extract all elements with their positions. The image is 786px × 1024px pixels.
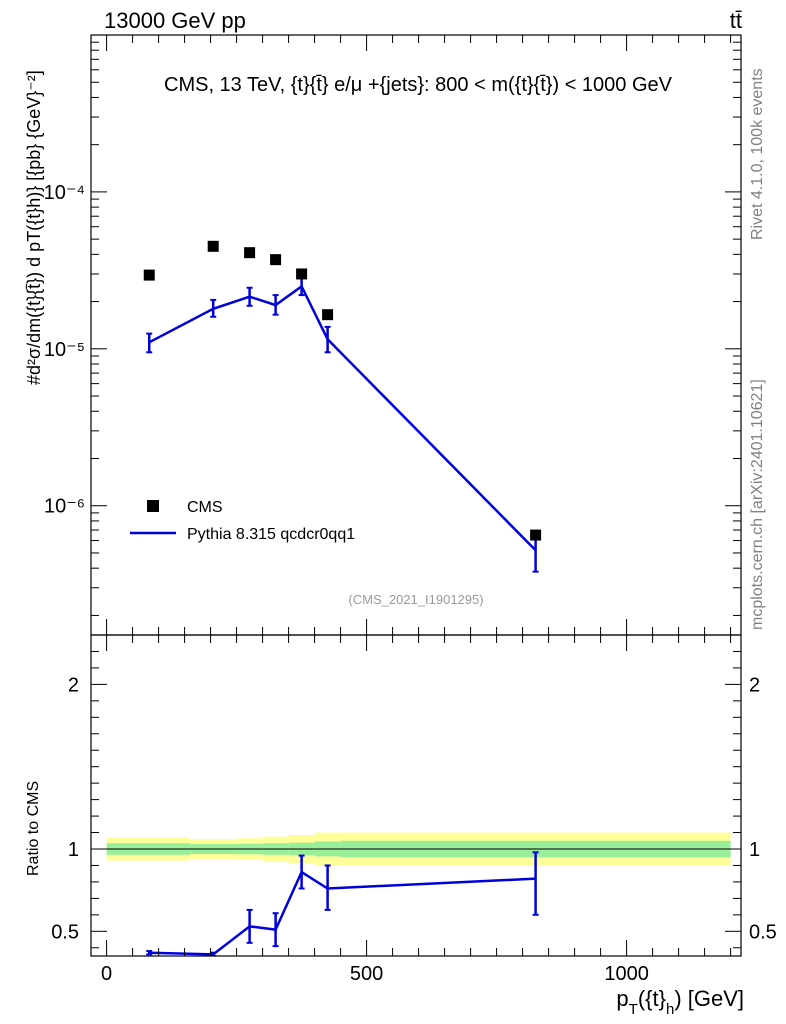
main-series-cms <box>143 240 542 541</box>
main-y-tick-label: 10⁻⁶ <box>44 496 85 518</box>
cms-data-point <box>322 309 334 321</box>
ratio-y-tick-label-left: 2 <box>68 674 79 696</box>
ratio-y-tick-label-left: 0.5 <box>51 921 79 943</box>
cms-data-point <box>296 268 308 280</box>
main-panel: 10⁻⁶ 10⁻⁵ 10⁻⁴ CMS, 13 TeV, {t}{t̄} e/μ +{… <box>24 34 742 636</box>
legend-label-cms: CMS <box>187 499 223 516</box>
ratio-y-tick-label-right: 2 <box>749 674 760 696</box>
mcplots-label: mcplots.cern.ch [arXiv:2401.10621] <box>749 379 766 630</box>
process-label: tt̄ <box>730 8 742 33</box>
analysis-id: (CMS_2021_I1901295) <box>348 592 483 607</box>
cms-data-point <box>270 254 282 266</box>
ratio-axis-ticks <box>91 634 741 956</box>
x-tick-label: 1000 <box>604 963 649 985</box>
cms-data-point <box>143 269 155 281</box>
ratio-y-axis-label: Ratio to CMS <box>25 781 42 876</box>
x-axis-label: pT({t}h) [GeV] <box>616 986 744 1018</box>
ratio-y-tick-label-right: 0.5 <box>749 921 777 943</box>
main-axis-ticks <box>91 34 741 635</box>
ratio-y-tick-label-left: 1 <box>68 839 79 861</box>
ratio-line <box>149 870 536 956</box>
main-title: CMS, 13 TeV, {t}{t̄} e/μ +{jets}: 800 < … <box>164 74 673 96</box>
x-tick-label: 500 <box>350 963 383 985</box>
ratio-y-tick-label-right: 1 <box>749 839 760 861</box>
main-y-tick-labels: 10⁻⁶ 10⁻⁵ 10⁻⁴ <box>44 182 85 518</box>
main-frame <box>90 34 742 636</box>
cms-data-point <box>244 247 256 259</box>
main-y-tick-label: 10⁻⁴ <box>44 182 85 204</box>
x-tick-label: 0 <box>101 963 112 985</box>
ratio-panel: 0.5 0.5 1 1 2 2 0 500 1000 Ratio to CMS pT({t}h)… <box>25 634 777 1018</box>
cms-data-point <box>530 529 542 541</box>
ratio-tick-labels: 0.5 0.5 1 1 2 2 0 500 1000 <box>51 674 777 985</box>
cms-data-point <box>207 240 219 252</box>
legend-marker-cms <box>147 500 159 512</box>
main-y-tick-label: 10⁻⁵ <box>44 339 85 361</box>
main-y-axis-label: #d²σ/dm({t}{t̄}) d pT({t}h)} [{pb} {GeV}… <box>24 70 44 385</box>
ratio-frame <box>90 634 742 957</box>
energy-label: 13000 GeV pp <box>104 8 246 33</box>
ratio-series-pythia <box>146 851 539 956</box>
legend-label-pythia: Pythia 8.315 qcdcr0qq1 <box>187 526 355 543</box>
rivet-version-label: Rivet 4.1.0, 100k events <box>749 68 766 240</box>
legend: CMS Pythia 8.315 qcdcr0qq1 <box>130 499 355 543</box>
